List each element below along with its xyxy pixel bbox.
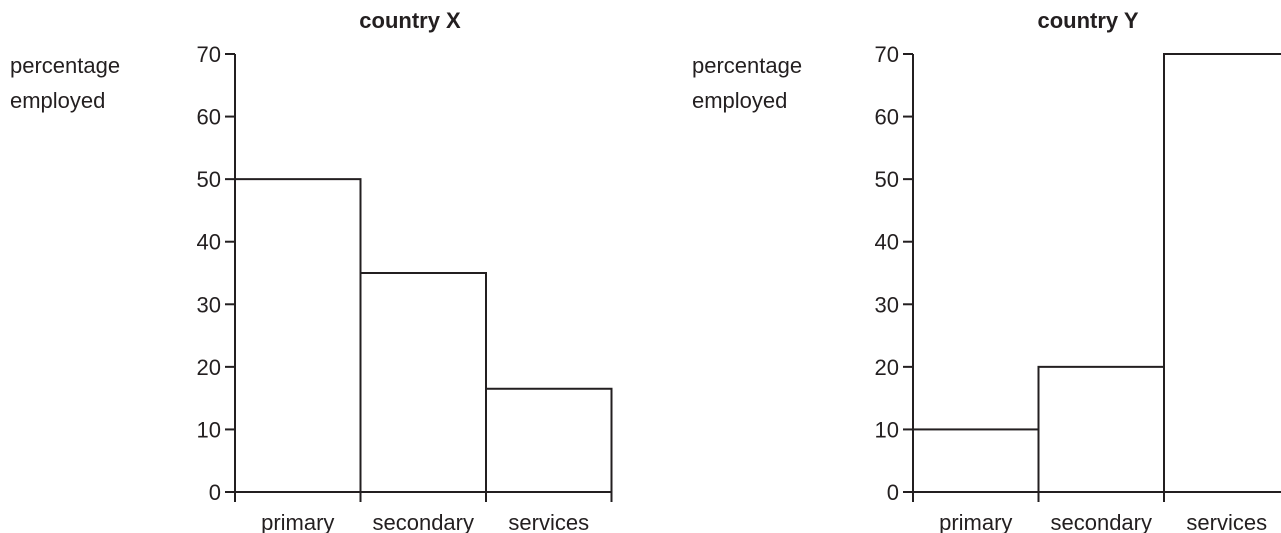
y-tick-label: 20: [875, 355, 899, 380]
y-tick-label: 40: [197, 230, 221, 255]
y-tick-label: 70: [875, 42, 899, 67]
x-category-label: services: [508, 510, 589, 533]
y-axis-label-line: percentage: [692, 53, 802, 78]
y-tick-label: 0: [887, 480, 899, 505]
bar-primary: [912, 428, 1040, 493]
x-category-label: primary: [939, 510, 1012, 533]
x-category-label: primary: [261, 510, 334, 533]
bar-services: [485, 387, 613, 493]
y-tick-label: 20: [197, 355, 221, 380]
chart-y: country Y percentage employed 0 10 20 30 40 50 60…: [692, 8, 1281, 533]
y-tick-label: 10: [875, 417, 899, 442]
y-axis-label-line: employed: [10, 88, 105, 113]
bar-primary: [234, 178, 362, 493]
y-tick-label: 30: [197, 292, 221, 317]
chart-title: country Y: [1037, 8, 1138, 33]
chart-x: country X percentage employed 0 10 20 30 40 50 60…: [10, 8, 613, 533]
bar-services: [1163, 53, 1281, 493]
x-category-label: services: [1186, 510, 1267, 533]
y-tick-label: 30: [875, 292, 899, 317]
y-tick-label: 70: [197, 42, 221, 67]
y-tick-label: 10: [197, 417, 221, 442]
y-tick-label: 60: [875, 105, 899, 130]
y-axis-label-line: percentage: [10, 53, 120, 78]
y-tick-label: 40: [875, 230, 899, 255]
y-tick-label: 50: [197, 167, 221, 192]
chart-title: country X: [359, 8, 461, 33]
y-tick-label: 50: [875, 167, 899, 192]
y-tick-label: 0: [209, 480, 221, 505]
x-category-label: secondary: [372, 510, 474, 533]
bar-secondary: [359, 272, 487, 493]
x-category-label: secondary: [1050, 510, 1152, 533]
bar-secondary: [1037, 365, 1165, 494]
y-axis-label-line: employed: [692, 88, 787, 113]
y-tick-label: 60: [197, 105, 221, 130]
